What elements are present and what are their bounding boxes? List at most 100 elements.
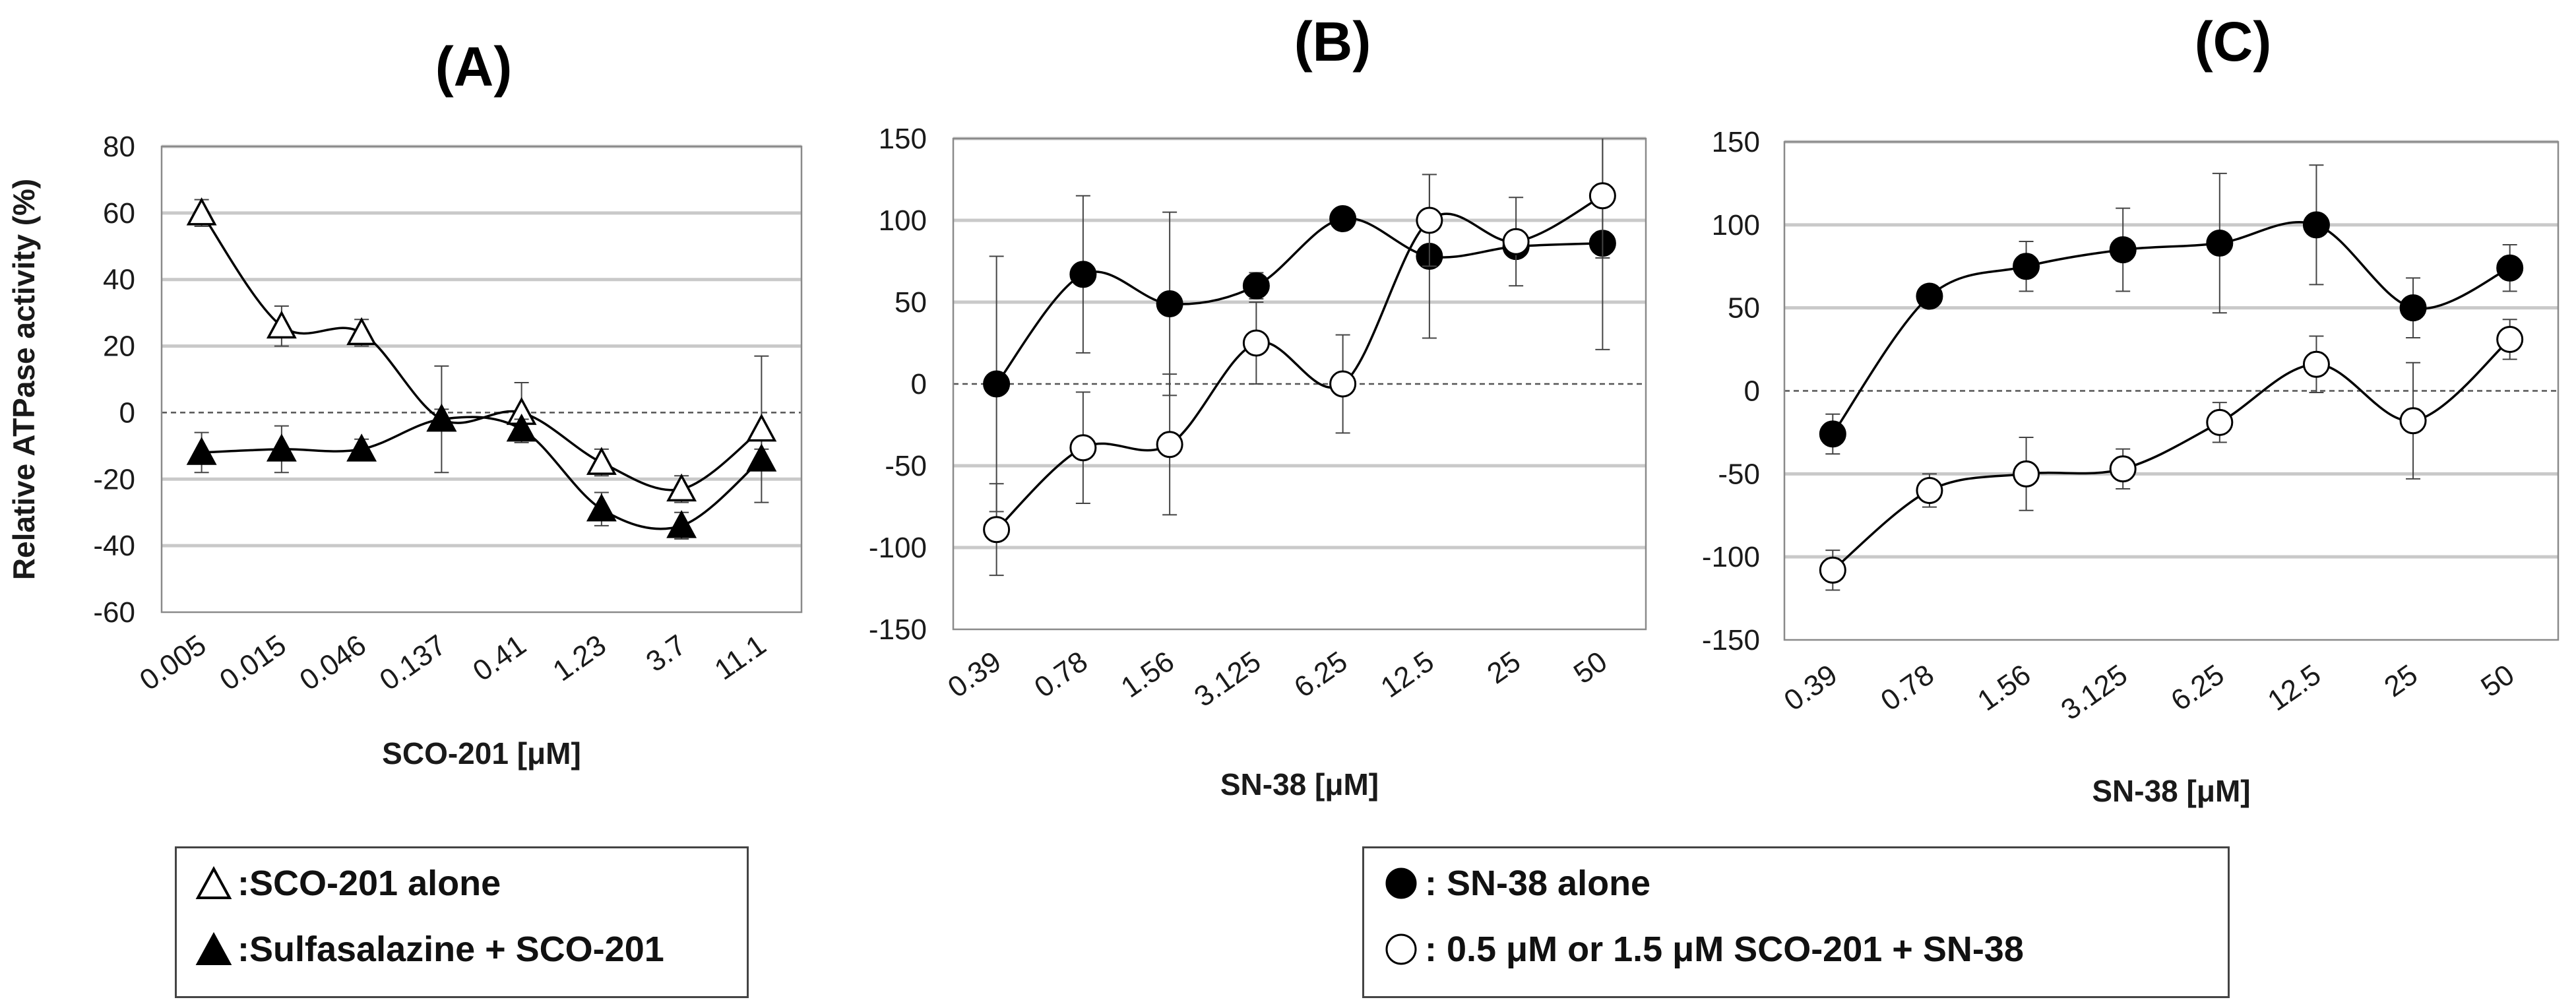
y-tick-label: -100 xyxy=(869,532,927,564)
y-tick-label: 150 xyxy=(879,123,927,155)
x-tick-label: 1.56 xyxy=(1972,658,2036,717)
x-tick-label: 1.23 xyxy=(547,629,612,687)
legend-left: :SCO-201 alone :Sulfasalazine + SCO-201 xyxy=(175,846,749,998)
panel-title: (A) xyxy=(435,36,513,98)
data-point xyxy=(1416,206,1443,234)
data-point xyxy=(1242,272,1270,299)
data-point xyxy=(266,433,297,462)
plot-frame xyxy=(1783,141,2560,641)
y-tick-label: 50 xyxy=(895,286,927,319)
data-point xyxy=(2206,408,2234,436)
y-tick-label: 0 xyxy=(119,396,135,429)
y-tick-label: 80 xyxy=(103,131,135,163)
series-2 xyxy=(983,139,1616,577)
x-tick-label: 12.5 xyxy=(1375,645,1439,704)
chart-panel-2: (B) -150 -100 -50 0 50 100 150 0.39 0.78 1.56 3.125… xyxy=(869,11,1647,802)
series-line xyxy=(1832,338,2511,571)
y-tick-label: 40 xyxy=(103,264,135,296)
open-circle-icon xyxy=(1385,933,1417,965)
legend-label-sco201-alone: :SCO-201 alone xyxy=(237,864,501,903)
data-point xyxy=(266,310,297,339)
x-tick-label: 50 xyxy=(1568,645,1613,690)
panel-title: (B) xyxy=(1294,11,1371,73)
data-point xyxy=(186,197,217,226)
data-point xyxy=(746,443,777,472)
data-point xyxy=(666,473,697,502)
y-tick-label: -150 xyxy=(1702,624,1760,656)
data-point xyxy=(1329,370,1357,398)
x-tick-label: 0.78 xyxy=(1028,645,1093,704)
x-tick-label: 3.7 xyxy=(641,629,692,678)
data-point xyxy=(346,317,377,346)
x-axis-label: SCO-201 [μM] xyxy=(382,736,581,771)
x-axis-label: SN-38 [μM] xyxy=(2092,774,2250,808)
data-point xyxy=(2013,460,2040,488)
y-tick-label: 150 xyxy=(1712,126,1760,158)
series-line xyxy=(1831,221,2511,435)
data-point xyxy=(666,510,697,538)
y-tick-label: -40 xyxy=(93,530,135,562)
y-tick-label: 60 xyxy=(103,197,135,230)
y-tick-label: 100 xyxy=(1712,209,1760,241)
x-tick-label: 1.56 xyxy=(1115,645,1180,704)
series-1 xyxy=(1819,164,2524,455)
x-tick-label: 3.125 xyxy=(2056,658,2133,726)
data-point xyxy=(1242,329,1270,357)
x-tick-label: 6.25 xyxy=(1288,645,1353,704)
series-2 xyxy=(186,403,777,540)
data-point xyxy=(1819,556,1846,584)
data-point xyxy=(983,516,1011,544)
x-tick-label: 3.125 xyxy=(1189,645,1267,713)
y-tick-label: -100 xyxy=(1702,541,1760,573)
data-point xyxy=(346,433,377,462)
data-point xyxy=(426,403,457,432)
data-point xyxy=(2302,211,2330,239)
data-point xyxy=(1156,290,1183,317)
y-tick-label: -50 xyxy=(885,450,927,482)
data-point xyxy=(1329,205,1357,233)
data-point xyxy=(1502,228,1530,255)
open-triangle-icon xyxy=(195,866,232,899)
legend-right: : SN-38 alone : 0.5 μM or 1.5 μM SCO-201… xyxy=(1362,846,2230,998)
x-tick-label: 50 xyxy=(2475,658,2520,703)
x-tick-label: 11.1 xyxy=(709,629,772,686)
data-point xyxy=(1819,420,1846,448)
y-tick-label: -20 xyxy=(93,463,135,495)
data-point xyxy=(1069,261,1097,288)
x-tick-label: 25 xyxy=(1482,645,1526,690)
data-point xyxy=(2399,407,2427,435)
data-point xyxy=(2399,294,2427,322)
series-2 xyxy=(1819,319,2524,591)
data-point xyxy=(2496,325,2524,353)
legend-label-sn38-alone: : SN-38 alone xyxy=(1425,864,1651,903)
chart-panel-1: (A) -60 -40 -20 0 20 40 60 80 0.005 0.015 0.046 0.13… xyxy=(7,36,803,771)
data-point xyxy=(2109,455,2137,483)
x-tick-label: 6.25 xyxy=(2165,658,2230,717)
chart-panel-3: (C) -150 -100 -50 0 50 100 150 0.39 0.78 1.56 3.125… xyxy=(1702,11,2560,808)
data-point xyxy=(1916,477,1943,504)
y-tick-label: 100 xyxy=(879,205,927,237)
data-point xyxy=(2496,254,2524,282)
legend-item-sn38-alone: : SN-38 alone xyxy=(1381,863,1650,904)
data-point xyxy=(2013,253,2040,280)
x-tick-label: 0.046 xyxy=(294,629,372,697)
data-point xyxy=(1588,182,1616,210)
filled-triangle-icon xyxy=(195,931,232,965)
data-point xyxy=(1069,434,1097,462)
x-tick-label: 0.39 xyxy=(942,645,1007,704)
plot-frame xyxy=(160,145,803,614)
series-line xyxy=(995,195,1604,530)
data-point xyxy=(586,493,617,522)
data-point xyxy=(506,413,537,442)
data-point xyxy=(186,437,217,465)
data-point xyxy=(586,447,617,475)
data-point xyxy=(2302,350,2330,378)
x-tick-label: 0.41 xyxy=(467,629,532,687)
legend-item-sco201-alone: :SCO-201 alone xyxy=(194,863,501,904)
y-axis-label: Relative ATPase activity (%) xyxy=(7,179,41,580)
data-point xyxy=(1156,431,1183,458)
y-tick-label: 50 xyxy=(1728,292,1760,325)
x-tick-label: 0.39 xyxy=(1778,658,1843,717)
legend-item-sulfasalazine: :Sulfasalazine + SCO-201 xyxy=(194,929,664,970)
